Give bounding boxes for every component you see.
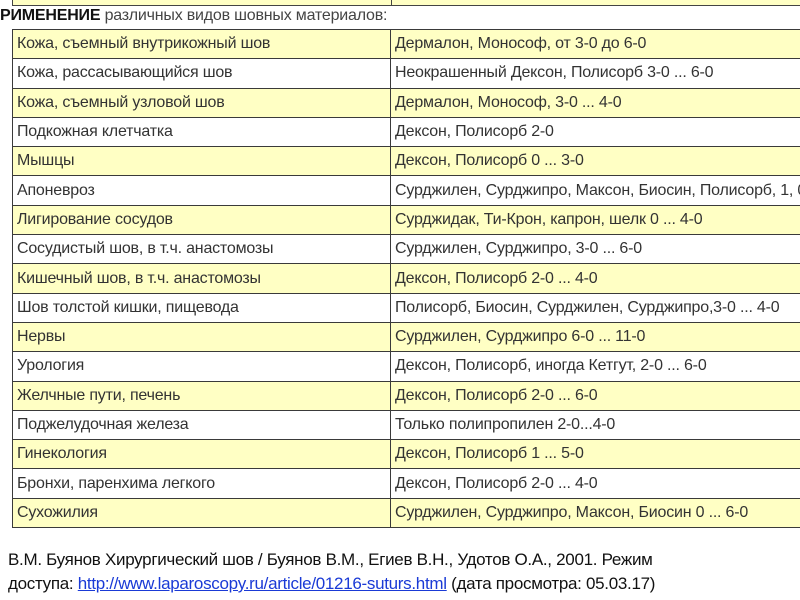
material-cell: Дексон, Полисорб 2-0 [390,116,800,148]
table-row: Бронхи, паренхима легкого Дексон, Полисор… [12,468,800,499]
material-cell: Полисорб, Биосин, Сурджилен, Сурджипро,3… [390,292,800,323]
material-cell: Сурджилен, Сурджипро 6-0 ... 11-0 [390,321,800,353]
table-row: Урология Дексон, Полисорб, иногда Кетгут,… [12,351,800,382]
source-link[interactable]: http://www.laparoscopy.ru/article/01216-… [77,574,447,593]
citation-line1: В.М. Буянов Хирургический шов / Буянов В… [8,550,653,569]
tissue-cell: Апоневроз [12,175,391,206]
material-cell: Дексон, Полисорб 2-0 ... 4-0 [390,263,800,294]
table-row: Апоневроз Сурджилен, Сурджипро, Максон, Б… [12,175,800,206]
material-cell: Дексон, Полисорб, иногда Кетгут, 2-0 ...… [390,351,800,382]
citation-prefix: доступа: [8,574,78,593]
title-rest: различных видов шовных материалов: [100,7,388,24]
material-cell: Дермалон, Монософ, от 3-0 до 6-0 [390,28,800,60]
tissue-cell: Сухожилия [12,497,391,529]
tissue-cell: Кишечный шов, в т.ч. анастомозы [12,263,391,294]
tissue-cell: Мышцы [12,146,391,177]
tissue-cell: Кожа, рассасывающийся шов [12,58,391,89]
material-cell: Дексон, Полисорб 2-0 ... 6-0 [390,380,800,411]
table-row: Кожа, рассасывающийся шов Неокрашенный Де… [12,58,800,89]
partial-table-row [12,0,800,6]
table-row: Кожа, съемный узловой шов Дермалон, Монос… [12,87,800,118]
material-cell: Сурджилен, Сурджипро, Максон, Биосин, По… [390,175,800,206]
material-cell: Дексон, Полисорб 2-0 ... 4-0 [390,468,800,499]
tissue-cell: Нервы [12,321,391,353]
material-cell: Сурджидак, Ти-Крон, капрон, шелк 0 ... 4… [390,204,800,236]
tissue-cell: Поджелудочная железа [12,409,391,441]
material-cell: Неокрашенный Дексон, Полисорб 3-0 ... 6-… [390,58,800,89]
table-row: Гинекология Дексон, Полисорб 1 ... 5-0 [12,439,800,470]
material-cell: Только полипропилен 2-0...4-0 [390,409,800,441]
tissue-cell: Подкожная клетчатка [12,116,391,148]
citation-suffix: (дата просмотра: 05.03.17) [446,574,656,593]
material-cell: Сурджилен, Сурджипро, Максон, Биосин 0 .… [390,497,800,529]
tissue-cell: Бронхи, паренхима легкого [12,468,391,499]
tissue-cell: Желчные пути, печень [12,380,391,411]
table-row: Шов толстой кишки, пищевода Полисорб, Био… [12,292,800,323]
table-row: Сосудистый шов, в т.ч. анастомозы Сурджил… [12,234,800,265]
title-bold: РИМЕНЕНИЕ [0,7,101,24]
tissue-cell: Урология [12,351,391,382]
tissue-cell: Гинекология [12,439,391,470]
material-cell: Дексон, Полисорб 1 ... 5-0 [390,439,800,470]
tissue-cell: Лигирование сосудов [12,204,391,236]
tissue-cell: Кожа, съемный внутрикожный шов [12,28,391,60]
material-cell: Сурджилен, Сурджипро, 3-0 ... 6-0 [390,234,800,265]
table-row: Желчные пути, печень Дексон, Полисорб 2-0… [12,380,800,411]
table-title: РИМЕНЕНИЕ различных видов шовных материа… [0,7,387,25]
table-row: Поджелудочная железа Только полипропилен … [12,409,800,441]
citation: В.М. Буянов Хирургический шов / Буянов В… [8,548,655,596]
table-row: Нервы Сурджилен, Сурджипро 6-0 ... 11-0 [12,321,800,353]
table-row: Кожа, съемный внутрикожный шов Дермалон, … [12,28,800,60]
table-row: Мышцы Дексон, Полисорб 0 ... 3-0 [12,146,800,177]
material-cell: Дексон, Полисорб 0 ... 3-0 [390,146,800,177]
material-cell: Дермалон, Монософ, 3-0 ... 4-0 [390,87,800,118]
tissue-cell: Сосудистый шов, в т.ч. анастомозы [12,234,391,265]
table-row: Сухожилия Сурджилен, Сурджипро, Максон, Б… [12,497,800,529]
table-row: Кишечный шов, в т.ч. анастомозы Дексон, П… [12,263,800,294]
tissue-cell: Кожа, съемный узловой шов [12,87,391,118]
tissue-cell: Шов толстой кишки, пищевода [12,292,391,323]
table-row: Лигирование сосудов Сурджидак, Ти-Крон, к… [12,204,800,236]
table-row: Подкожная клетчатка Дексон, Полисорб 2-0 [12,116,800,148]
suture-materials-table: Кожа, съемный внутрикожный шов Дермалон, … [12,28,800,529]
